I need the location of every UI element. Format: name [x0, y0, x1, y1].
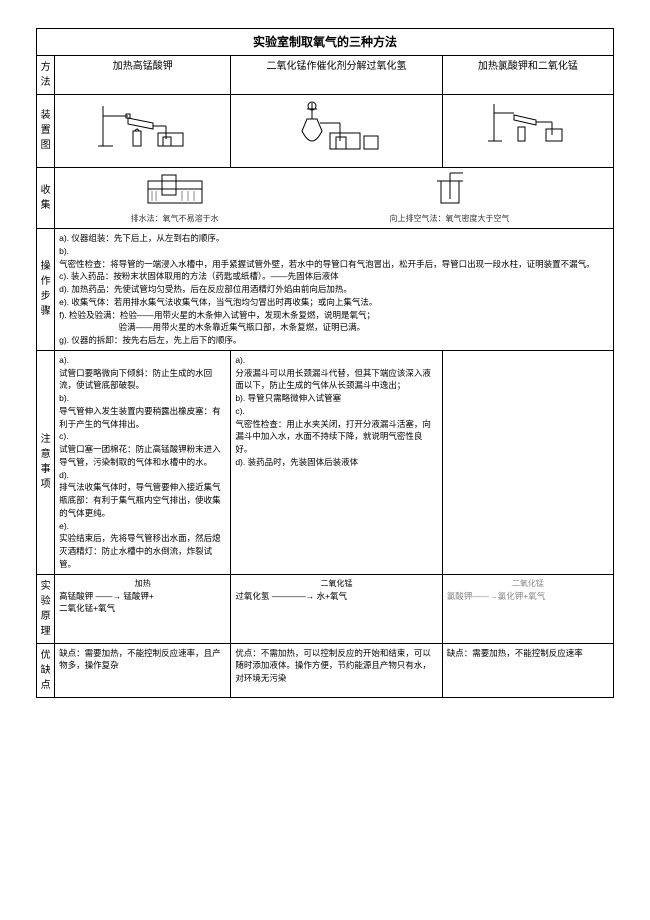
arrow-icon: ——→ [93, 591, 123, 601]
table-title: 实验室制取氧气的三种方法 [37, 29, 614, 56]
method-1: 加热高锰酸钾 [55, 56, 231, 95]
adv-3: 缺点：需要加热，不能控制反应速率 [442, 643, 613, 697]
collect-cell: 排水法：氧气不易溶于水 向上排空气法：氧气密度大于空气 [55, 167, 614, 229]
nr-ct: 气密性检查：用止水夹关闭，打开分液漏斗活塞，向漏斗中加入水，水面不持续下降，就说… [235, 418, 437, 456]
nl-c: c). [59, 430, 226, 443]
apparatus-flask-icon [282, 101, 392, 156]
method-2: 二氧化锰作催化剂分解过氧化氢 [231, 56, 442, 95]
nl-at: 试管口要略微向下倾斜：防止生成的水回流，使试管底部破裂。 [59, 367, 226, 393]
apparatus-1 [55, 95, 231, 168]
row-notice-label: 注意事项 [37, 350, 55, 574]
arrow-icon: ————→ [269, 591, 316, 601]
water-displacement-icon [140, 171, 210, 207]
p1-l: 高锰酸钾 [59, 591, 93, 601]
nr-at: 分液漏斗可以用长颈漏斗代替，但其下端应该深入液面以下，防止生成的气体从长颈漏斗中… [235, 367, 437, 393]
step-e: e). 收集气体：若用排水集气法收集气体，当气泡均匀冒出时再收集；或向上集气法。 [59, 296, 609, 309]
p3-top: 二氧化锰 [447, 578, 609, 590]
row-method-label: 方法 [37, 56, 55, 95]
step-g: g). 仪器的拆卸：按先右后左，先上后下的顺序。 [59, 334, 609, 347]
p1-top: 加热 [59, 578, 226, 590]
p3-l: 氯酸钾 [447, 591, 473, 601]
apparatus-heating2-icon [488, 101, 568, 146]
nr-a: a). [235, 354, 437, 367]
adv-2: 优点：不需加热，可以控制反应的开始和结束，可以随时添加液体。操作方便，节约能源且… [231, 643, 442, 697]
nl-e: e). [59, 520, 226, 533]
apparatus-heating-icon [98, 101, 188, 151]
method-3: 加热氯酸钾和二氧化锰 [442, 56, 613, 95]
step-f1: f). 检验及验满：检验——用带火星的木条伸入试管中，发现木条复燃，说明是氧气； [59, 309, 609, 322]
nl-b: b). [59, 392, 226, 405]
row-apparatus-label: 装置图 [37, 95, 55, 168]
p2-l: 过氧化氢 [235, 591, 269, 601]
apparatus-3 [442, 95, 613, 168]
row-steps-label: 操作步骤 [37, 229, 55, 351]
arrow-icon: ——→ [472, 591, 498, 601]
p1-b: 二氧化锰+氧气 [59, 602, 226, 615]
principle-3: 二氧化锰 氯酸钾——→氯化钾+氧气 [442, 574, 613, 643]
p2-r: 水+氧气 [317, 591, 347, 601]
apparatus-2 [231, 95, 442, 168]
step-d: d). 加热药品：先使试管均匀受热，后在反应部位用酒精灯外焰由前向后加热。 [59, 283, 609, 296]
principle-1: 加热 高锰酸钾 ——→ 锰酸钾+ 二氧化锰+氧气 [55, 574, 231, 643]
nl-bt: 导气管伸入发生装置内要稍露出橡皮塞：有利于产生的气体排出。 [59, 405, 226, 431]
row-adv-label: 优缺点 [37, 643, 55, 697]
nl-dt: 排气法收集气体时，导气管要伸入接近集气瓶底部：有利于集气瓶内空气排出，使收集的气… [59, 481, 226, 519]
nr-b: b). 导管只需略微伸入试管塞 [235, 392, 437, 405]
notice-right: a). 分液漏斗可以用长颈漏斗代替，但其下端应该深入液面以下，防止生成的气体从长… [231, 350, 442, 574]
principle-2: 二氧化锰 过氧化氢 ————→ 水+氧气 [231, 574, 442, 643]
p3-r: 氯化钾+氧气 [498, 591, 545, 601]
notice-c3 [442, 350, 613, 574]
nl-ct: 试管口塞一团棉花：防止高锰酸钾粉末进入导气管，污染制取的气体和水槽中的水。 [59, 443, 226, 469]
collect-right-cap: 向上排空气法：氧气密度大于空气 [290, 213, 609, 225]
adv-1: 缺点：需要加热，不能控制反应速率，且产物多，操作复杂 [55, 643, 231, 697]
notice-left: a). 试管口要略微向下倾斜：防止生成的水回流，使试管底部破裂。 b). 导气管… [55, 350, 231, 574]
oxygen-methods-table: 实验室制取氧气的三种方法 方法 加热高锰酸钾 二氧化锰作催化剂分解过氧化氢 加热… [36, 28, 614, 698]
nr-d: d). 装药品时，先装固体后装液体 [235, 456, 437, 469]
nl-a: a). [59, 354, 226, 367]
step-b-label: b). [59, 246, 69, 256]
row-collect-label: 收集 [37, 167, 55, 229]
step-a: a). 仪器组装：先下后上，从左到右的顺序。 [59, 232, 609, 245]
row-principle-label: 实验原理 [37, 574, 55, 643]
collect-left-cap: 排水法：氧气不易溶于水 [59, 213, 290, 225]
upward-air-icon [425, 171, 475, 207]
steps-cell: a). 仪器组装：先下后上，从左到右的顺序。 b). 气密性检查：将导管的一端浸… [55, 229, 614, 351]
nl-et: 实验结束后，先将导气管移出水面，然后熄灭酒精灯：防止水槽中的水倒流，炸裂试管。 [59, 532, 226, 570]
step-b: 气密性检查：将导管的一端浸入水槽中，用手紧握试管外壁，若水中的导管口有气泡冒出，… [59, 258, 609, 271]
step-c: c). 装入药品：按粉末状固体取用的方法（药匙或纸槽）。——先固体后液体 [59, 270, 609, 283]
p1-r: 锰酸钾+ [123, 591, 153, 601]
p2-top: 二氧化锰 [235, 578, 437, 590]
nl-d: d). [59, 469, 226, 482]
nr-c: c). [235, 405, 437, 418]
step-f2: 验满——用带火星的木条靠近集气瓶口部，木条复燃，证明已满。 [59, 321, 609, 334]
